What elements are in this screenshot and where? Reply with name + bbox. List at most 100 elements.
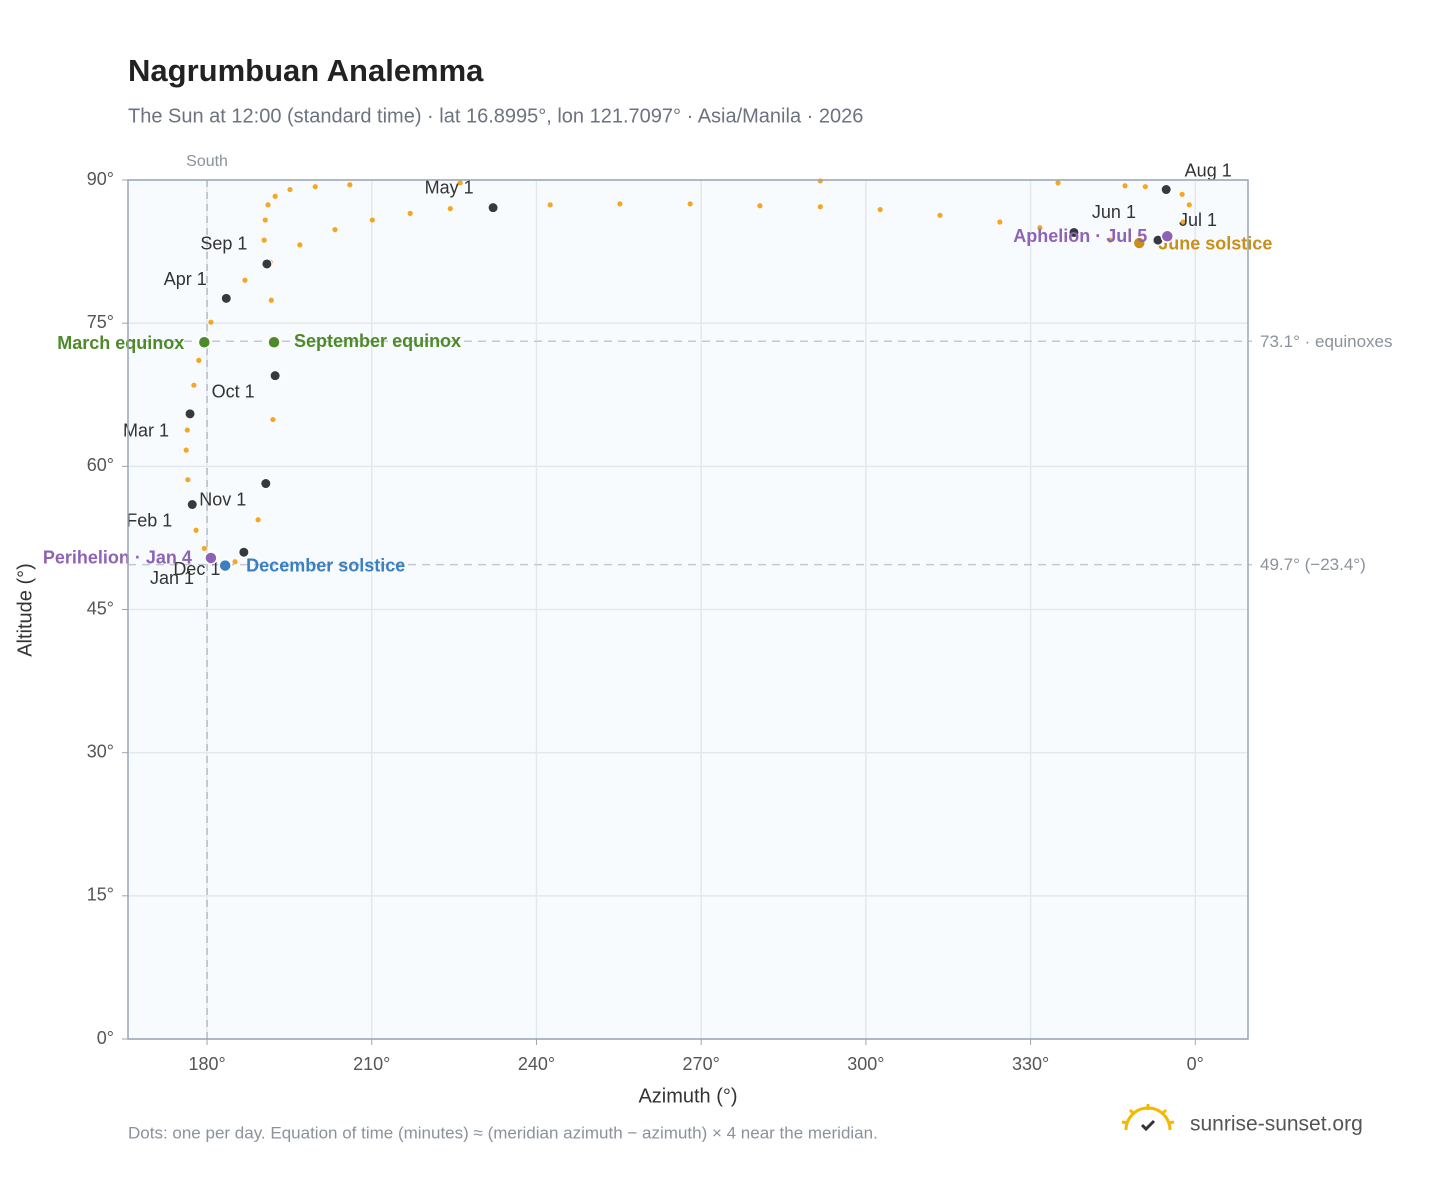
y-tick-label: 30° <box>87 741 114 761</box>
y-tick-label: 15° <box>87 885 114 905</box>
y-tick-label: 45° <box>87 598 114 618</box>
daily-dot <box>1186 202 1192 208</box>
y-tick-label: 75° <box>87 312 114 332</box>
daily-dot <box>196 357 202 363</box>
daily-dot <box>447 206 453 212</box>
daily-dot <box>270 416 276 423</box>
daily-dot <box>369 217 375 223</box>
daily-dot <box>208 319 214 325</box>
daily-dot <box>297 242 303 248</box>
daily-dot <box>262 217 268 223</box>
y-tick-label: 0° <box>97 1028 114 1048</box>
footnote: Dots: one per day. Equation of time (min… <box>128 1123 878 1142</box>
daily-dot <box>407 210 413 217</box>
daily-dot <box>997 219 1003 225</box>
month-label: May 1 <box>425 177 474 197</box>
month-marker <box>238 546 250 558</box>
event-marker <box>197 335 212 350</box>
south-label: South <box>186 153 228 170</box>
month-label: Oct 1 <box>212 381 255 401</box>
event-marker <box>267 335 281 350</box>
month-marker <box>269 370 281 382</box>
month-marker <box>1068 226 1080 238</box>
month-label: Sep 1 <box>200 234 247 254</box>
month-label: Nov 1 <box>199 489 246 509</box>
daily-dot <box>255 517 261 523</box>
x-tick-label: 210° <box>353 1054 390 1074</box>
daily-dot <box>201 545 207 552</box>
event-label: Perihelion · Jan 4 <box>43 548 192 568</box>
event-label: Aphelion · Jul 5 <box>1013 226 1147 246</box>
daily-dot <box>547 202 553 208</box>
x-tick-label: 180° <box>188 1054 225 1074</box>
daily-dot <box>272 193 278 199</box>
daily-dot <box>287 186 293 193</box>
month-marker <box>261 258 273 270</box>
daily-dot <box>185 477 191 483</box>
daily-dot <box>1142 184 1148 190</box>
daily-dot <box>687 201 693 207</box>
daily-dot <box>1122 183 1128 189</box>
daily-dot <box>457 180 463 186</box>
month-label: Mar 1 <box>123 421 169 441</box>
month-marker <box>1160 184 1172 196</box>
daily-dot <box>191 382 197 388</box>
daily-dot <box>877 206 883 213</box>
y-axis-label: Altitude (°) <box>14 563 36 657</box>
daily-dot <box>268 297 274 303</box>
reference-label: 73.1° · equinoxes <box>1260 332 1393 351</box>
y-tick-label: 60° <box>87 455 114 475</box>
event-marker <box>1160 229 1175 244</box>
month-label: Jan 1 <box>150 568 194 588</box>
daily-dot <box>817 204 823 210</box>
month-marker <box>260 478 272 490</box>
brand-logo <box>1121 1104 1175 1132</box>
chart-subtitle: The Sun at 12:00 (standard time) · lat 1… <box>128 105 863 127</box>
x-tick-label: 0° <box>1187 1054 1204 1074</box>
daily-dot <box>1055 180 1061 186</box>
month-marker <box>487 202 499 214</box>
daily-dot <box>937 212 943 218</box>
daily-dot <box>312 184 318 190</box>
daily-dot <box>347 182 353 188</box>
month-label: Jun 1 <box>1092 202 1136 222</box>
daily-dot <box>232 559 238 565</box>
daily-dot <box>242 277 248 283</box>
x-tick-label: 270° <box>683 1054 720 1074</box>
reference-label: 49.7° (−23.4°) <box>1260 555 1366 574</box>
daily-dot <box>757 203 763 209</box>
month-label: Jul 1 <box>1179 210 1217 230</box>
event-label: September equinox <box>294 331 461 351</box>
x-tick-label: 330° <box>1012 1054 1049 1074</box>
chart-title: Nagrumbuan Analemma <box>128 53 484 88</box>
daily-dot <box>332 227 338 233</box>
event-marker <box>218 558 232 573</box>
daily-dot <box>617 201 623 207</box>
daily-dot <box>265 202 271 208</box>
month-marker <box>186 499 198 511</box>
y-tick-label: 90° <box>87 169 114 189</box>
daily-dot <box>1037 225 1043 231</box>
daily-dot <box>261 237 267 243</box>
event-marker <box>1132 236 1147 250</box>
daily-dot <box>1180 219 1186 225</box>
event-marker <box>204 551 218 565</box>
month-label: Aug 1 <box>1185 160 1232 180</box>
event-label: March equinox <box>57 333 184 353</box>
daily-dot <box>193 527 199 533</box>
month-marker <box>184 408 196 420</box>
daily-dot <box>183 447 189 453</box>
event-label: December solstice <box>246 555 405 575</box>
x-tick-label: 300° <box>847 1054 884 1074</box>
x-axis-label: Azimuth (°) <box>638 1085 737 1107</box>
daily-dot <box>1179 191 1185 197</box>
daily-dot <box>817 178 823 184</box>
daily-dot <box>1107 237 1113 243</box>
month-marker <box>220 292 232 304</box>
brand-name: sunrise-sunset.org <box>1190 1113 1363 1136</box>
month-label: Apr 1 <box>164 269 207 289</box>
daily-dot <box>184 427 190 433</box>
event-label: June solstice <box>1158 234 1272 254</box>
month-label: Feb 1 <box>126 510 172 530</box>
